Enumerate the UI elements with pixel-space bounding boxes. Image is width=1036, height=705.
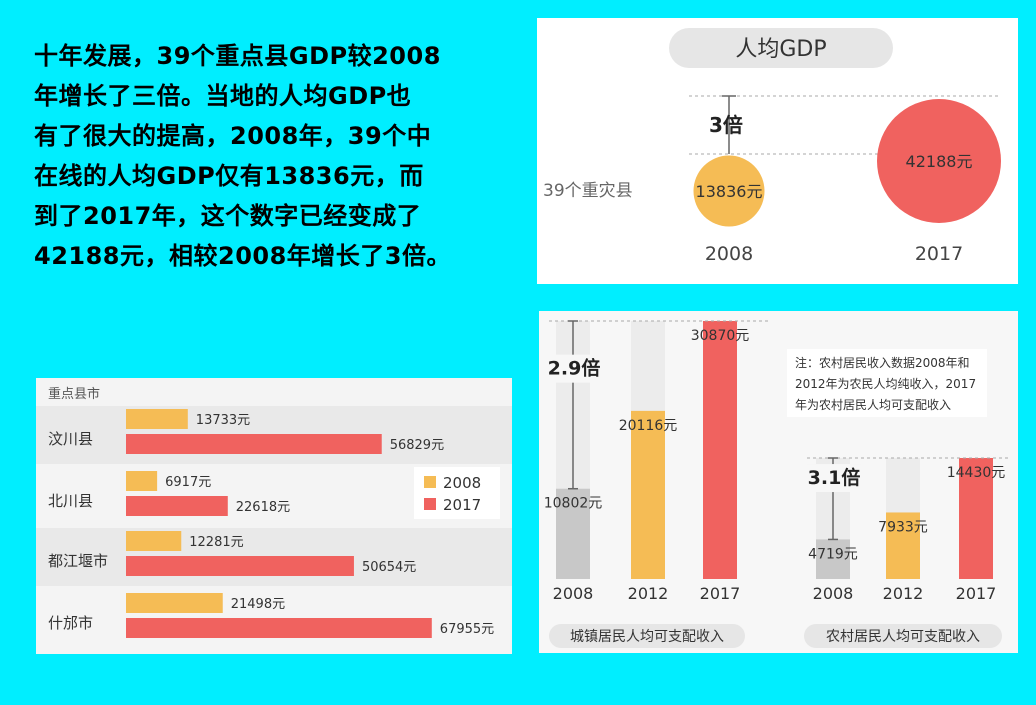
- county-bar-2017: [126, 496, 228, 516]
- note-box: [787, 349, 987, 417]
- intro-line: 年增长了三倍。当地的人均GDP也: [34, 82, 412, 110]
- gdp-chart-svg: 人均GDP 3倍 39个重灾县 13836元 2008 42188元 2017: [543, 28, 1001, 265]
- gdp-growth-annotation: 3倍: [709, 113, 743, 137]
- county-bar-label: 12281元: [189, 535, 243, 550]
- county-bar-label: 22618元: [236, 500, 290, 515]
- income-bar-2017: [703, 321, 737, 579]
- county-bar-2017: [126, 556, 354, 576]
- income-bar-label: 10802元: [544, 496, 603, 512]
- county-bar-2008: [126, 409, 188, 429]
- county-bar-2008: [126, 471, 158, 491]
- income-bar-2017: [959, 458, 993, 579]
- income-year-label: 2017: [956, 584, 997, 603]
- note-line: 年为农村居民人均可支配收入: [795, 398, 951, 412]
- income-growth-annotation: 2.9倍: [548, 357, 601, 380]
- gdp-bubble-2008: [693, 155, 765, 227]
- income-annotation-bg: [807, 464, 861, 493]
- note-line: 注：农村居民收入数据2008年和: [795, 355, 970, 370]
- gdp-year-label: 2008: [705, 243, 753, 265]
- county-bar-label: 6917元: [165, 475, 211, 490]
- legend-swatch-2017: [424, 498, 436, 510]
- income-bar-2012: [631, 410, 665, 579]
- legend-label-2008: 2008: [443, 474, 481, 492]
- intro-line: 在线的人均GDP仅有13836元，而: [34, 162, 424, 190]
- county-bar-label: 21498元: [231, 597, 285, 612]
- income-bar-label: 4719元: [808, 546, 858, 562]
- rural-caption-pill: [804, 624, 1002, 648]
- county-bar-2017: [126, 618, 432, 638]
- income-year-label: 2008: [553, 584, 594, 603]
- income-year-label: 2008: [813, 584, 854, 603]
- legend-label-2017: 2017: [443, 496, 481, 514]
- income-year-label: 2012: [628, 584, 669, 603]
- county-bar-label: 67955元: [440, 622, 494, 637]
- gdp-year-label: 2017: [915, 243, 963, 265]
- gdp-bubble-label: 13836元: [696, 182, 763, 201]
- income-annotation-bg: [547, 354, 601, 383]
- county-name: 汶川县: [48, 430, 93, 448]
- county-bar-label: 56829元: [390, 438, 444, 453]
- income-bar-label: 7933元: [878, 519, 928, 535]
- county-name: 北川县: [48, 492, 93, 510]
- gdp-title-pill: [669, 28, 893, 68]
- legend-box: [414, 467, 500, 519]
- intro-line: 42188元，相较2008年增长了3倍。: [34, 242, 451, 270]
- county-bar-2008: [126, 593, 223, 613]
- gdp-bubble-label: 42188元: [906, 152, 973, 171]
- county-gdp-chart: 重点县市 汶川县 13733元 56829元北川县 6917元 22618元都江堰市 12…: [36, 378, 512, 654]
- intro-line: 十年发展，39个重点县GDP较2008: [34, 42, 441, 70]
- income-chart-svg: 10802元 2008 20116元 2012 30870元 2017 2.9倍 4719元…: [544, 320, 1009, 648]
- income-bar-2008: [556, 488, 590, 579]
- intro-line: 到了2017年，这个数字已经变成了: [34, 202, 422, 230]
- income-bar-label: 14430元: [947, 465, 1006, 481]
- income-bar-2012: [886, 512, 920, 579]
- county-bar-label: 50654元: [362, 560, 416, 575]
- income-bar-label: 30870元: [691, 328, 750, 344]
- gdp-title: 人均GDP: [735, 37, 826, 62]
- legend-swatch-2008: [424, 476, 436, 488]
- income-bar-2008: [816, 539, 850, 579]
- gdp-row-label: 39个重灾县: [543, 181, 633, 201]
- urban-caption-pill: [549, 624, 745, 648]
- income-year-label: 2017: [700, 584, 741, 603]
- income-year-label: 2012: [883, 584, 924, 603]
- income-bar-label: 20116元: [619, 418, 678, 434]
- income-chart: 10802元 2008 20116元 2012 30870元 2017 2.9倍 4719元…: [539, 311, 1018, 653]
- county-legend: 2008 2017: [414, 467, 500, 519]
- rural-caption: 农村居民人均可支配收入: [826, 629, 980, 645]
- gdp-bubble-2017: [877, 99, 1001, 223]
- county-name: 什邡市: [48, 614, 93, 632]
- county-chart-title: 重点县市: [48, 386, 100, 402]
- intro-paragraph: 十年发展，39个重点县GDP较2008 年增长了三倍。当地的人均GDP也 有了很…: [34, 36, 512, 276]
- income-growth-annotation: 3.1倍: [808, 466, 861, 489]
- county-name: 都江堰市: [48, 552, 108, 570]
- urban-caption: 城镇居民人均可支配收入: [570, 629, 724, 645]
- note-line: 2012年为农民人均纯收入，2017: [795, 377, 976, 391]
- county-bar-label: 13733元: [196, 413, 250, 428]
- intro-line: 有了很大的提高，2008年，39个中: [34, 122, 432, 150]
- county-bar-2017: [126, 434, 382, 454]
- county-bar-2008: [126, 531, 182, 551]
- gdp-per-capita-chart: 人均GDP 3倍 39个重灾县 13836元 2008 42188元 2017: [537, 18, 1018, 284]
